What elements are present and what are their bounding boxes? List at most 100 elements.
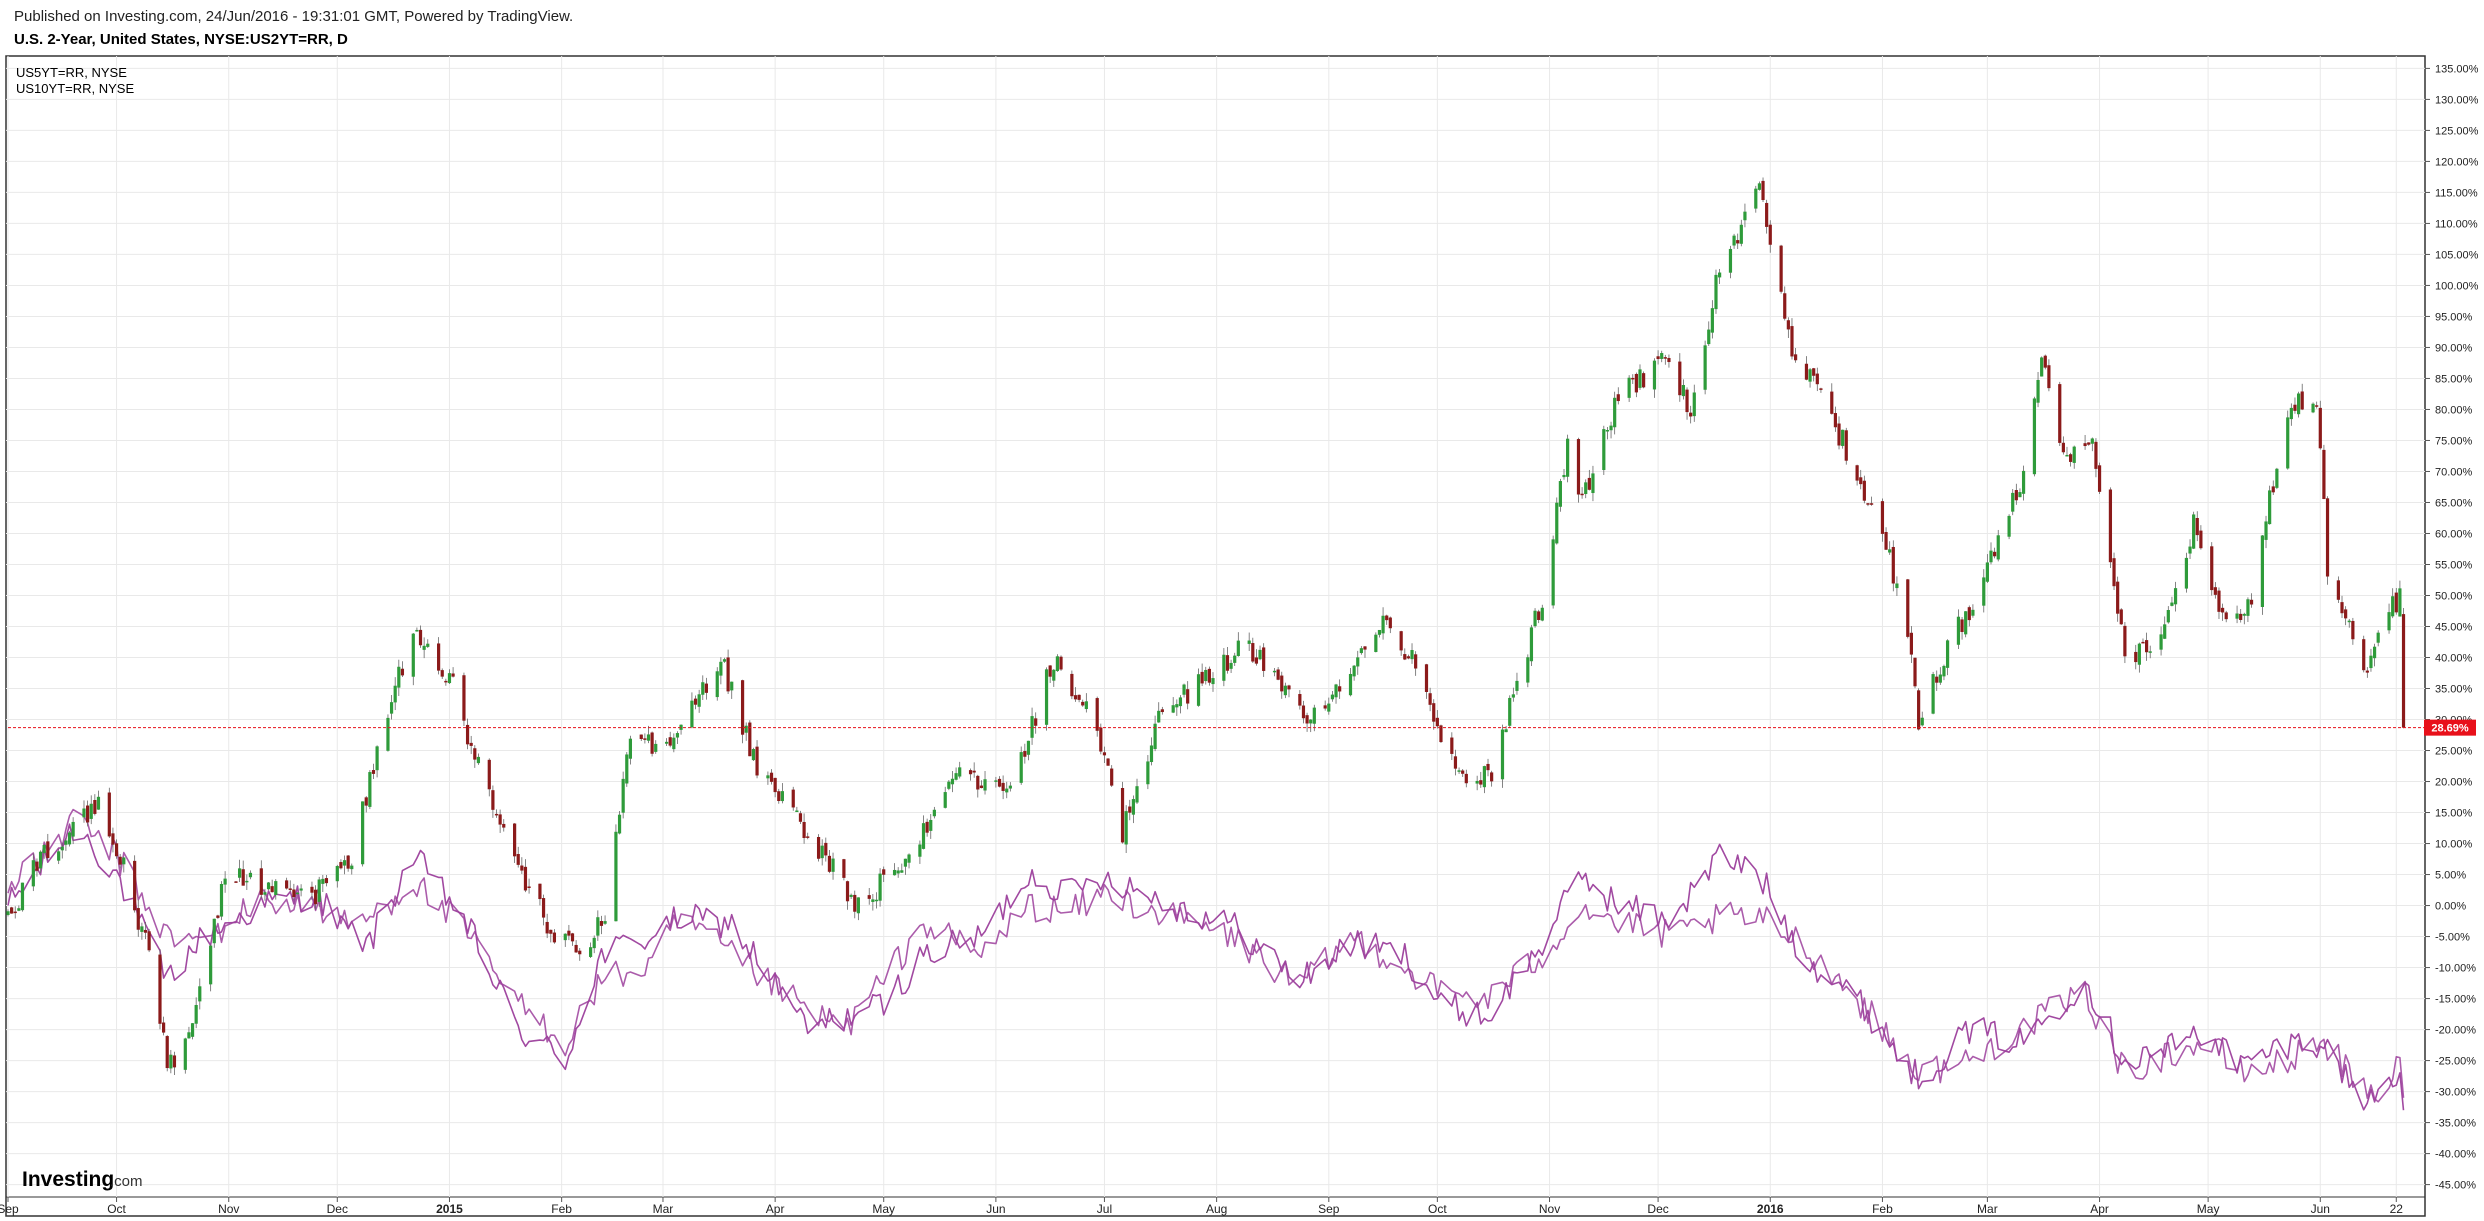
candle — [1182, 683, 1186, 698]
x-tick-label: Jun — [2311, 1202, 2330, 1216]
candle — [426, 639, 430, 648]
candle — [1830, 383, 1834, 415]
candle — [563, 933, 567, 947]
candle — [31, 853, 35, 892]
candle — [2311, 402, 2315, 414]
series-line-us5yt — [7, 823, 2405, 1111]
plot-frame — [5, 55, 2426, 1217]
candle — [245, 874, 249, 891]
candle — [588, 942, 593, 959]
candle — [411, 632, 415, 686]
candle — [1450, 732, 1454, 761]
candle — [473, 745, 477, 768]
candle — [1099, 723, 1103, 755]
candle — [1779, 244, 1783, 294]
candle — [1906, 578, 1910, 639]
candle — [2401, 607, 2406, 729]
candle — [1149, 737, 1154, 766]
y-tick-label: -20.00% — [2435, 1025, 2476, 1037]
candle — [1768, 220, 1772, 253]
y-tick-label: 10.00% — [2435, 839, 2473, 851]
y-tick-label: -5.00% — [2435, 932, 2470, 944]
candle — [845, 880, 850, 910]
candle — [769, 769, 774, 785]
candle — [494, 809, 499, 818]
candle — [950, 770, 955, 793]
candle — [1186, 681, 1190, 710]
candle — [744, 722, 748, 741]
candle — [1862, 475, 1866, 504]
candle — [831, 852, 835, 880]
candle — [882, 866, 886, 883]
candle — [1566, 434, 1570, 483]
candle — [516, 846, 520, 868]
candle — [2163, 616, 2167, 640]
candle — [1102, 746, 1107, 764]
candle — [107, 787, 111, 838]
series-line-us10yt — [7, 808, 2405, 1103]
candle — [2372, 643, 2377, 667]
candle — [190, 1023, 195, 1040]
x-tick-label: Aug — [1206, 1202, 1227, 1216]
y-tick-label: 115.00% — [2435, 187, 2478, 199]
y-tick-label: 110.00% — [2435, 218, 2478, 230]
y-tick-label: -15.00% — [2435, 994, 2476, 1006]
candle — [1026, 740, 1031, 761]
chart-title: U.S. 2-Year, United States, NYSE:US2YT=R… — [14, 31, 348, 48]
candle — [2083, 435, 2087, 450]
candle — [2300, 383, 2304, 411]
candle — [997, 776, 1002, 788]
candle — [1685, 387, 1689, 420]
candle — [1855, 464, 1859, 486]
candle — [259, 860, 263, 899]
candle — [2220, 603, 2225, 621]
candle — [1537, 609, 1541, 624]
candle — [795, 806, 799, 812]
logo-wordmark: Investing — [22, 1168, 114, 1191]
y-tick-label: -25.00% — [2435, 1056, 2476, 1068]
candle — [1207, 666, 1211, 686]
candle — [1576, 437, 1581, 503]
candle — [1338, 679, 1342, 699]
candle — [1790, 318, 1794, 360]
candle — [1627, 375, 1631, 402]
candle — [2047, 359, 2051, 392]
candle — [42, 843, 46, 859]
candle — [2249, 593, 2254, 608]
candle — [1044, 667, 1049, 731]
y-axis: 135.00% 130.00% 125.00% 120.00% 115.00% 110.0… — [2425, 63, 2479, 1192]
candle — [755, 740, 759, 779]
candle — [679, 724, 683, 735]
candle — [715, 667, 719, 701]
candle — [1678, 353, 1682, 402]
candle — [1128, 799, 1132, 821]
candle — [867, 887, 871, 905]
x-tick-label: Jun — [986, 1202, 1005, 1216]
candle — [892, 863, 897, 876]
candle — [1298, 690, 1302, 710]
candle — [1225, 647, 1230, 674]
candle — [389, 694, 394, 720]
candle — [947, 779, 951, 791]
candle — [628, 735, 633, 765]
candle — [1283, 682, 1287, 699]
candle — [1667, 354, 1671, 368]
candle — [2398, 580, 2402, 617]
candle — [165, 1035, 169, 1072]
candle — [2217, 587, 2221, 619]
candle — [1008, 782, 1012, 792]
candle — [67, 830, 72, 847]
candle — [932, 806, 936, 819]
candle — [1837, 416, 1841, 450]
candle — [1652, 358, 1657, 398]
candle — [2036, 372, 2040, 408]
candle — [2137, 642, 2141, 673]
candle — [1334, 683, 1338, 704]
candle — [143, 921, 148, 940]
candle — [1884, 527, 1888, 551]
candle — [766, 771, 770, 785]
candle — [1761, 177, 1765, 202]
candle — [1131, 795, 1135, 824]
candle — [1605, 426, 1610, 440]
